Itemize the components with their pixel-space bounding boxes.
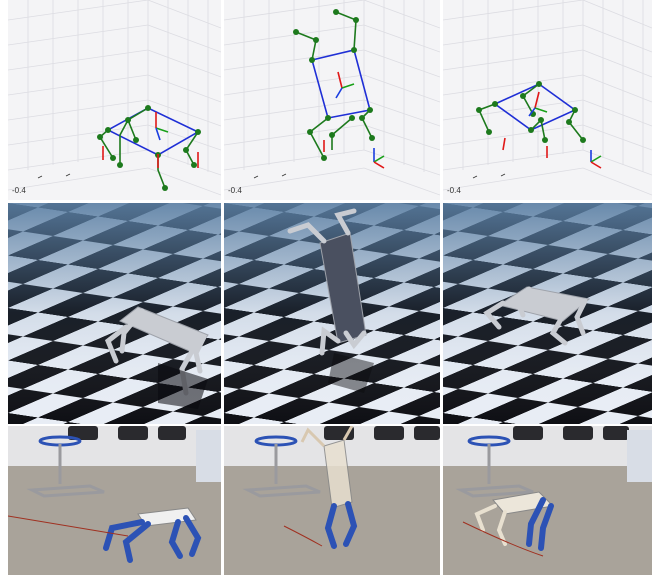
photo-panel-2 (224, 426, 440, 575)
sim-robot (287, 208, 374, 393)
real-robot-photo-1 (8, 426, 221, 575)
robot-joints (476, 81, 586, 143)
grid-lines (224, 0, 440, 196)
cabinet (627, 430, 652, 482)
real-robot-photo-3 (443, 426, 652, 575)
axis-tick-label: -0.4 (447, 186, 461, 195)
robot-joints (293, 9, 375, 161)
sim-render-1 (8, 203, 221, 424)
axis-ticks (37, 173, 71, 179)
frame-axes (102, 112, 199, 168)
real-robot (283, 426, 358, 549)
photo-panel-3 (443, 426, 652, 575)
real-robot (462, 491, 555, 557)
sim-robot (104, 306, 209, 409)
stand (26, 435, 105, 498)
chairs (68, 426, 186, 440)
sim-render-2 (224, 203, 440, 424)
chairs (513, 426, 629, 440)
cabinet (196, 430, 221, 482)
sim-panel-3 (443, 203, 652, 424)
kinematic-plot-3 (443, 0, 652, 200)
kinematic-plot-2 (224, 0, 440, 200)
grid-lines (443, 0, 652, 196)
real-robot (8, 507, 202, 563)
plot-panel-1: -0.4 (8, 0, 221, 200)
stand (242, 435, 321, 498)
plot-panel-2: -0.4 (224, 0, 440, 200)
axis-ticks (472, 173, 506, 179)
frame-axes (323, 71, 385, 169)
kinematic-plot-1 (8, 0, 221, 200)
stand (455, 435, 534, 498)
sim-panel-1 (8, 203, 221, 424)
sim-render-3 (443, 203, 652, 424)
sim-robot (483, 286, 591, 346)
plot-panel-3: -0.4 (443, 0, 652, 200)
axis-tick-label: -0.4 (12, 186, 26, 195)
sim-panel-2 (224, 203, 440, 424)
photo-panel-1 (8, 426, 221, 575)
axis-ticks (253, 173, 287, 179)
chairs (324, 426, 440, 440)
real-robot-photo-2 (224, 426, 440, 575)
frame-axes (502, 91, 602, 169)
robot-joints (97, 105, 201, 191)
axis-tick-label: -0.4 (228, 186, 242, 195)
